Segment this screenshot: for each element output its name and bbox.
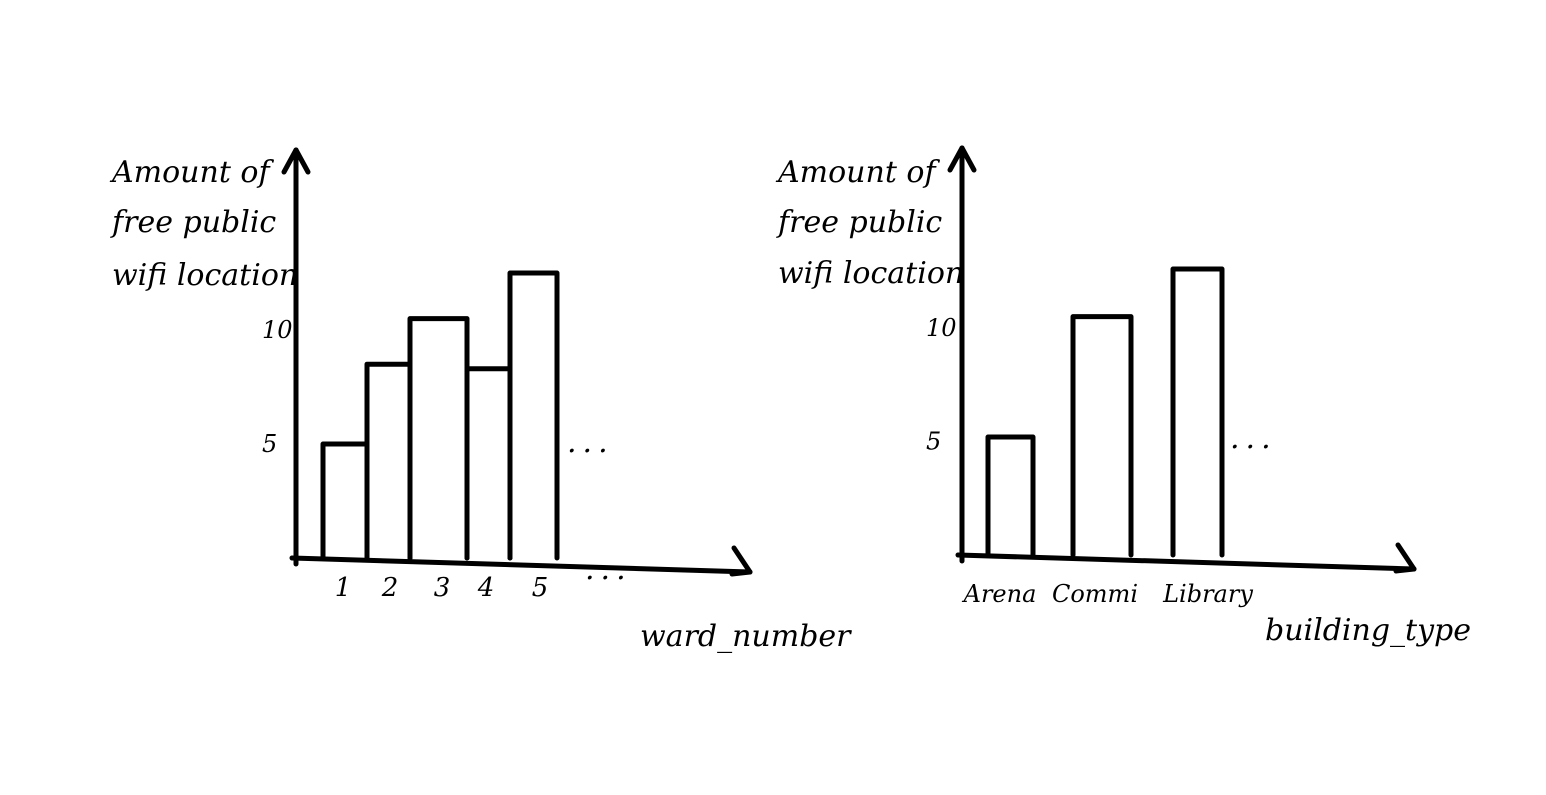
x-tick-label: 1 <box>335 573 352 603</box>
chart-1: 1 2 3 4 5 5 10 Amount of free public wifi locatio… <box>109 147 852 654</box>
ticks-ellipsis: ... <box>585 552 632 587</box>
bar-arena <box>985 434 1036 558</box>
y-axis-label: free public <box>110 205 276 240</box>
x-tick-label: Commi <box>1052 580 1138 608</box>
x-axis-line <box>289 555 753 575</box>
bar-library <box>1170 266 1225 558</box>
y-axis-label: wifi location <box>112 258 298 293</box>
y-axis-arrow <box>947 145 977 173</box>
x-axis-label: building_type <box>1265 613 1471 648</box>
x-axis-arrow <box>729 545 753 577</box>
x-axis-label: ward_number <box>640 619 852 654</box>
bar-commi <box>1070 314 1134 558</box>
x-tick-label: 4 <box>477 573 495 603</box>
chart-2: Arena Commi Library 5 10 Amount of free public… <box>775 145 1471 648</box>
x-axis-line <box>955 552 1417 572</box>
y-axis-label: free public <box>776 205 942 240</box>
bar-5 <box>507 270 560 561</box>
y-tick-label: 5 <box>262 430 277 458</box>
y-axis-arrow <box>281 147 311 175</box>
x-tick-label: Library <box>1162 580 1253 608</box>
x-tick-label: 5 <box>532 573 549 603</box>
bar-4 <box>464 366 513 561</box>
bar-2 <box>364 361 413 561</box>
y-axis-label: Amount of <box>775 155 940 190</box>
x-axis-arrow <box>1393 542 1417 574</box>
y-axis-label: Amount of <box>109 155 274 190</box>
bar-1 <box>320 441 370 561</box>
y-tick-label: 5 <box>926 428 941 456</box>
x-tick-label: 2 <box>381 573 399 603</box>
bar-3 <box>407 316 470 561</box>
y-axis-label: wifi location <box>778 256 964 291</box>
x-tick-label: 3 <box>434 573 451 603</box>
bars-ellipsis: ... <box>1230 421 1277 456</box>
bars-ellipsis: ... <box>567 425 614 460</box>
y-tick-label: 10 <box>262 316 293 344</box>
y-tick-label: 10 <box>926 314 957 342</box>
x-tick-label: Arena <box>962 580 1037 608</box>
